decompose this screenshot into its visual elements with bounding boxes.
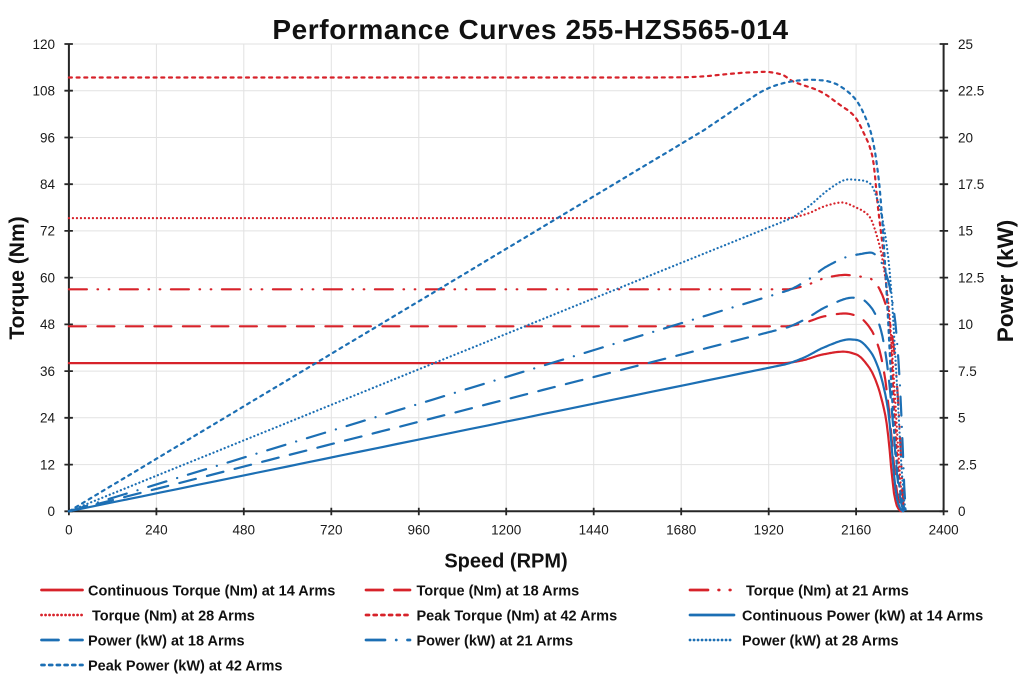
svg-text:36: 36 — [40, 364, 55, 379]
svg-text:22.5: 22.5 — [958, 84, 984, 99]
svg-text:Power (kW): Power (kW) — [993, 220, 1018, 343]
svg-text:1920: 1920 — [754, 523, 784, 538]
svg-text:Power (kW) at 21 Arms: Power (kW) at 21 Arms — [417, 633, 574, 649]
svg-text:Torque (Nm) at 28 Arms: Torque (Nm) at 28 Arms — [88, 608, 255, 624]
svg-text:720: 720 — [320, 523, 343, 538]
svg-text:2160: 2160 — [841, 523, 871, 538]
svg-text:60: 60 — [40, 270, 55, 285]
svg-text:Performance Curves 255-HZS565-: Performance Curves 255-HZS565-014 — [272, 14, 788, 45]
svg-text:Peak Torque (Nm) at 42 Arms: Peak Torque (Nm) at 42 Arms — [417, 608, 618, 624]
svg-text:0: 0 — [65, 523, 73, 538]
svg-text:Continuous Torque (Nm) at 14 A: Continuous Torque (Nm) at 14 Arms — [88, 583, 335, 599]
svg-text:20: 20 — [958, 130, 973, 145]
svg-text:1680: 1680 — [666, 523, 696, 538]
svg-text:96: 96 — [40, 130, 55, 145]
svg-text:Speed (RPM): Speed (RPM) — [444, 551, 567, 573]
svg-text:Continuous Power (kW) at 14 Ar: Continuous Power (kW) at 14 Arms — [742, 608, 983, 624]
svg-text:10: 10 — [958, 317, 973, 332]
svg-text:Power (kW) at 28 Arms: Power (kW) at 28 Arms — [742, 633, 899, 649]
svg-text:2.5: 2.5 — [958, 457, 977, 472]
svg-text:120: 120 — [32, 37, 55, 52]
svg-text:Torque (Nm) at 18 Arms: Torque (Nm) at 18 Arms — [417, 583, 580, 599]
svg-text:240: 240 — [145, 523, 168, 538]
svg-text:1440: 1440 — [579, 523, 609, 538]
svg-text:480: 480 — [233, 523, 256, 538]
svg-text:25: 25 — [958, 37, 973, 52]
svg-text:17.5: 17.5 — [958, 177, 984, 192]
svg-text:84: 84 — [40, 177, 56, 192]
svg-text:12.5: 12.5 — [958, 270, 984, 285]
svg-text:0: 0 — [958, 504, 966, 519]
svg-text:Peak Power (kW) at 42 Arms: Peak Power (kW) at 42 Arms — [88, 658, 282, 674]
svg-text:7.5: 7.5 — [958, 364, 977, 379]
svg-text:15: 15 — [958, 224, 973, 239]
svg-text:108: 108 — [32, 84, 55, 99]
svg-text:Torque (Nm) at 21 Arms: Torque (Nm) at 21 Arms — [742, 583, 909, 599]
svg-text:12: 12 — [40, 457, 55, 472]
svg-text:72: 72 — [40, 224, 55, 239]
svg-text:5: 5 — [958, 411, 966, 426]
svg-text:2400: 2400 — [929, 523, 959, 538]
svg-text:Torque (Nm): Torque (Nm) — [6, 216, 29, 339]
svg-text:48: 48 — [40, 317, 55, 332]
svg-text:24: 24 — [40, 411, 56, 426]
svg-text:960: 960 — [408, 523, 431, 538]
svg-text:Power (kW) at 18 Arms: Power (kW) at 18 Arms — [88, 633, 245, 649]
svg-text:0: 0 — [47, 504, 55, 519]
svg-text:1200: 1200 — [491, 523, 521, 538]
